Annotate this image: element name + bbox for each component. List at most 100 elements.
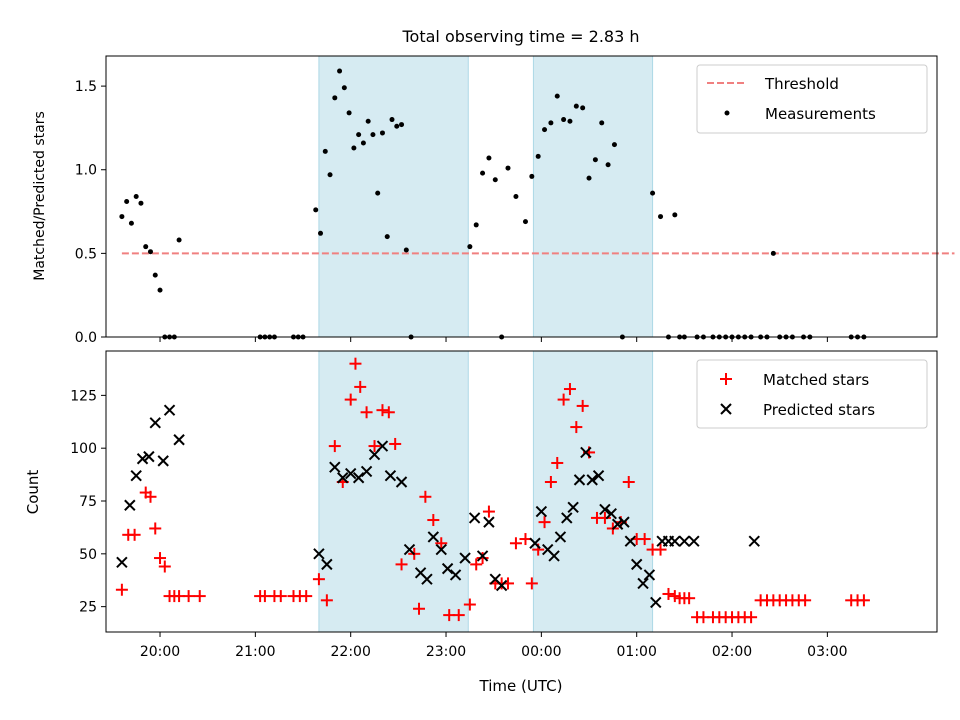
measurement-point — [332, 95, 338, 101]
predicted-star-marker — [554, 531, 567, 543]
measurement-point — [605, 162, 611, 168]
measurement-point — [337, 68, 343, 74]
top-panel: 0.0 0.5 1.0 1.5 Total observing time = 2.83… — [32, 27, 955, 346]
top-x-ticks — [159, 337, 828, 342]
predicted-star-marker — [173, 434, 185, 446]
measurement-point — [522, 219, 528, 225]
predicted-star-marker — [329, 461, 341, 473]
y-tick-label: 100 — [70, 441, 97, 457]
measurement-point — [313, 207, 319, 213]
measurement-point — [467, 244, 473, 250]
matched-star-marker — [300, 590, 313, 603]
bottom-legend: Matched stars Predicted stars — [696, 359, 928, 429]
measurement-point — [384, 234, 390, 240]
matched-star-marker — [274, 590, 287, 603]
measurement-point — [356, 132, 362, 138]
matched-star-marker — [482, 505, 495, 518]
predicted-star-marker — [321, 558, 333, 571]
measurement-point — [318, 230, 324, 236]
matched-star-marker — [622, 475, 635, 488]
predicted-star-marker — [599, 503, 611, 516]
matched-star-marker — [452, 609, 465, 622]
measurement-point — [672, 212, 678, 218]
matched-star-marker — [182, 590, 195, 603]
measurement-point — [611, 142, 617, 148]
measurement-point — [580, 105, 586, 111]
top-highlight-spans — [318, 55, 654, 338]
predicted-star-marker — [427, 531, 440, 543]
matched-star-marker — [376, 404, 389, 417]
predicted-star-marker — [143, 450, 155, 463]
measurement-point — [480, 170, 486, 176]
bottom-y-ticks: 25 50 75 100 125 — [70, 388, 106, 616]
matched-star-marker — [476, 552, 489, 565]
highlight-span — [532, 350, 654, 633]
predicted-star-marker — [567, 501, 579, 514]
measurement-point — [548, 120, 554, 126]
predicted-star-marker — [643, 569, 656, 581]
matched-star-marker — [538, 516, 551, 529]
measurement-point — [473, 222, 479, 228]
measurement-point — [365, 118, 371, 124]
matched-star-marker — [419, 490, 432, 503]
bottom-panel: 25 50 75 100 125 20:00 21:00 22:00 23:00 00:00 01… — [24, 350, 938, 695]
matched-star-marker — [128, 528, 141, 541]
top-y-ticks: 0.0 0.5 1.0 1.5 — [75, 79, 106, 346]
predicted-star-marker — [468, 512, 481, 524]
matched-star-marker — [115, 583, 128, 596]
predicted-star-marker — [136, 453, 149, 465]
predicted-star-marker — [149, 417, 161, 429]
matched-star-marker — [525, 577, 538, 590]
bottom-highlight-spans — [318, 350, 654, 633]
y-tick-label: 1.0 — [75, 163, 97, 179]
matched-star-marker — [638, 533, 651, 546]
measurement-point — [486, 155, 492, 161]
measurement-point — [360, 140, 366, 146]
predicted-star-marker — [352, 472, 365, 484]
highlight-span — [318, 350, 469, 633]
matched-star-marker — [389, 437, 402, 450]
matched-star-marker — [857, 594, 870, 607]
measurement-point — [370, 132, 376, 138]
matched-star-marker — [328, 440, 341, 453]
predicted-star-marker — [495, 579, 508, 592]
predicted-star-marker — [360, 465, 373, 478]
matched-star-marker — [544, 475, 557, 488]
matched-star-marker — [509, 537, 522, 550]
measurement-point — [770, 250, 776, 256]
measurement-point — [375, 190, 381, 196]
matched-legend-swatch — [720, 373, 732, 385]
measurement-point — [542, 127, 548, 133]
predicted-star-marker — [529, 537, 541, 549]
measurement-point — [599, 120, 605, 126]
matched-star-marker — [158, 560, 171, 573]
measurement-point — [592, 157, 598, 163]
y-tick-label: 50 — [79, 547, 97, 563]
matched-star-marker — [354, 380, 367, 393]
predicted-star-marker — [384, 469, 397, 482]
matched-star-marker — [470, 558, 483, 571]
predicted-star-marker — [592, 469, 605, 482]
bottom-legend-box — [696, 359, 928, 429]
predicted-star-marker — [376, 440, 389, 452]
y-tick-label: 25 — [79, 600, 97, 616]
matched-star-marker — [598, 511, 611, 524]
predicted-star-marker — [548, 550, 560, 562]
y-tick-label: 0.5 — [75, 246, 97, 262]
matched-star-marker — [683, 592, 696, 605]
predicted-star-marker — [459, 552, 471, 564]
measurement-point — [492, 177, 498, 183]
predicted-legend-label: Predicted stars — [763, 401, 875, 419]
predicted-star-marker — [624, 535, 637, 547]
predicted-star-marker — [476, 550, 489, 562]
predicted-star-marker — [337, 472, 349, 484]
measurement-point — [147, 249, 153, 255]
matched-star-marker — [193, 590, 206, 603]
x-tick-label: 20:00 — [140, 644, 180, 660]
top-legend: Threshold Measurements — [696, 64, 928, 134]
measurement-point — [351, 145, 357, 151]
matched-star-marker — [349, 357, 362, 370]
matched-star-marker — [576, 399, 589, 412]
predicted-star-marker — [395, 476, 408, 488]
